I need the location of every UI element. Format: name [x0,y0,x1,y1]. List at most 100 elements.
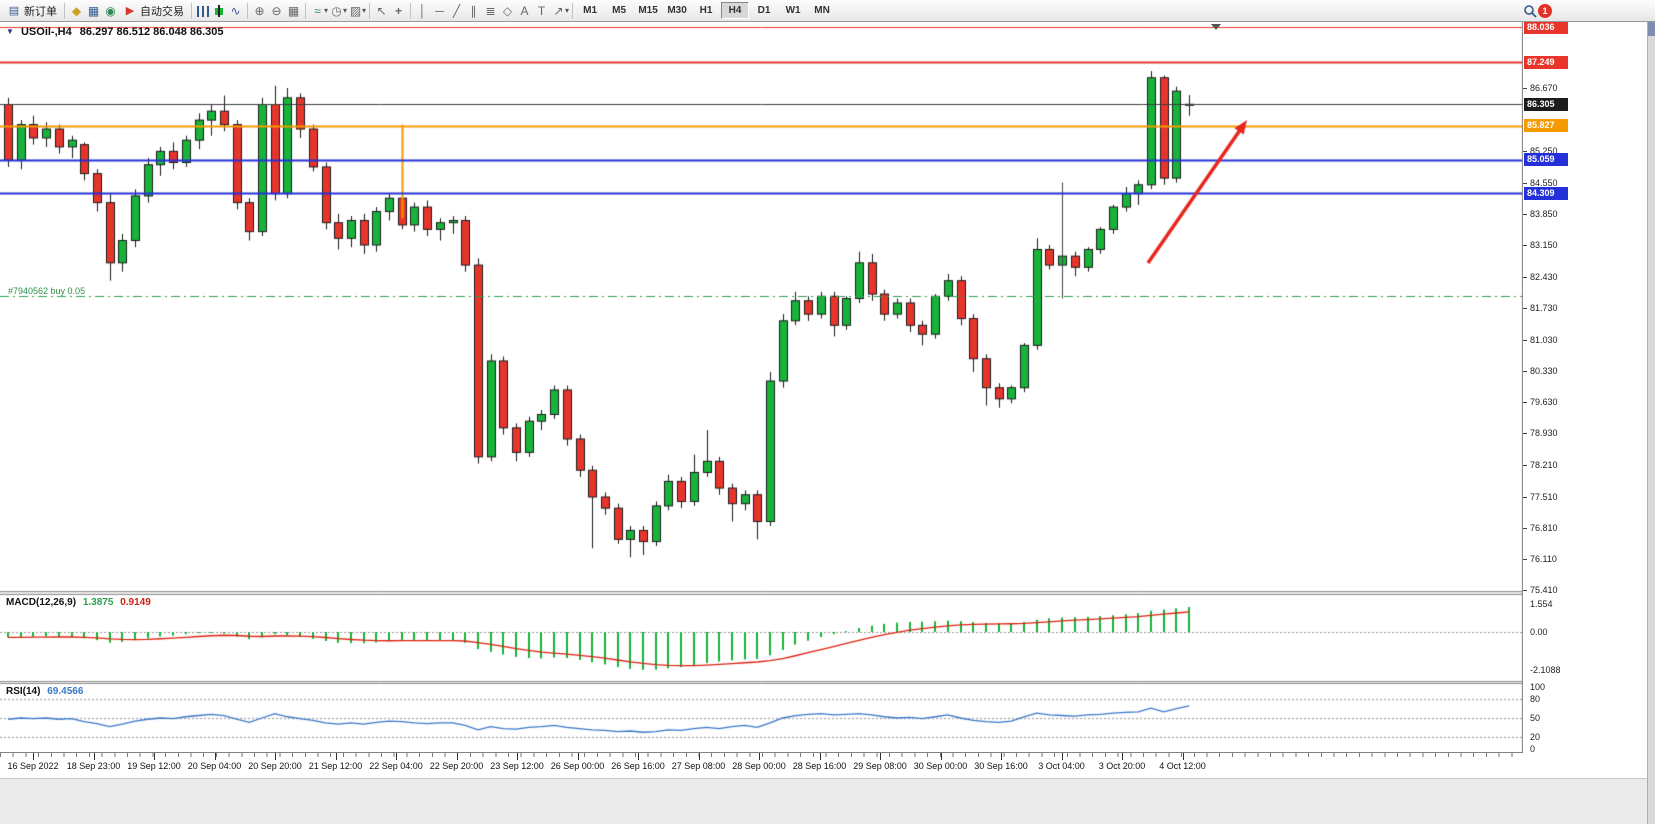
time-axis-label: 28 Sep 00:00 [732,761,786,771]
indicators-icon[interactable]: ≈ [314,3,321,18]
vertical-line-icon[interactable]: │ [418,3,427,18]
timeframe-button-h1[interactable]: H1 [699,5,713,16]
time-axis-label: 20 Sep 04:00 [187,761,242,771]
macd-panel[interactable] [0,595,1523,681]
price-axis-label: 81.030 [1530,334,1558,345]
macd-main-value: 1.3875 [82,597,114,608]
label-icon[interactable]: T [537,3,546,18]
time-axis-label: 21 Sep 12:00 [308,761,363,771]
arrows-dropdown-icon[interactable]: ▾ [565,6,570,15]
time-axis-tick [457,753,458,760]
price-axis-label: 78.930 [1530,428,1558,439]
candlestick-chart-icon[interactable] [211,1,227,20]
price-axis-label: 86.670 [1530,83,1558,93]
price-axis-tick [1523,183,1527,184]
trendline-icon[interactable]: ╱ [452,3,461,18]
time-axis-tick [336,753,337,760]
price-axis-label: 83.150 [1530,240,1558,250]
periods-dropdown-icon[interactable]: ▾ [343,6,348,15]
horizontal-line-icon[interactable]: ─ [435,3,444,18]
price-axis-label: 83.850 [1530,208,1558,219]
templates-dropdown-icon[interactable]: ▾ [362,6,367,15]
time-axis-tick [517,753,518,760]
time-axis-tick [396,753,397,760]
zoom-out-icon[interactable]: ⊖ [271,3,282,18]
timeframe-button-m5[interactable]: M5 [612,5,627,16]
cursor-icon[interactable]: ↖ [376,3,387,18]
auto-trading-label: 自动交易 [140,5,184,18]
new-order-icon: ▤ [8,4,20,17]
scrollbar-thumb[interactable] [1648,22,1655,36]
price-axis-tick [1523,559,1527,560]
chart-shift-marker-icon[interactable] [1211,24,1221,30]
arrows-icon[interactable]: ↗ [553,3,564,18]
timeframe-button-mn[interactable]: MN [814,5,830,16]
timeframe-button-m1[interactable]: M1 [583,5,598,16]
rsi-axis-label: 80 [1530,694,1541,705]
terminal-icon[interactable]: ◉ [105,3,116,18]
bar-chart-icon[interactable] [195,1,211,20]
chart-canvas[interactable] [0,22,1523,752]
chart-ohlc-values: 86.297 86.512 86.048 86.305 [79,26,224,38]
zoom-in-icon[interactable]: ⊕ [254,3,265,18]
channel-icon[interactable]: ∥ [470,3,477,18]
time-axis-label: 23 Sep 12:00 [490,761,544,771]
macd-axis-label: 1.554 [1530,599,1553,610]
notification-badge[interactable]: 1 [1538,3,1552,18]
price-axis-tick [1523,402,1527,403]
one-click-trading-icon[interactable]: ▼ [6,27,14,36]
timeframe-button-m30[interactable]: M30 [667,5,687,16]
time-axis-tick [1183,753,1184,760]
indicators-dropdown-icon[interactable]: ▾ [324,6,329,15]
main-chart-panel[interactable] [0,22,1523,591]
price-axis-tick [1523,151,1527,152]
price-axis-label: 85.250 [1530,146,1558,157]
navigator-icon[interactable]: ▦ [87,3,100,18]
timeframe-button-h4[interactable]: H4 [721,2,750,19]
price-axis-tick [1523,497,1527,498]
fibonacci-icon[interactable]: ≣ [485,3,496,18]
rsi-panel[interactable] [0,684,1523,752]
text-icon[interactable]: A [520,3,529,18]
timeframe-button-w1[interactable]: W1 [785,5,801,16]
macd-signal-value: 0.9149 [120,597,151,608]
crosshair-icon[interactable]: + [395,3,403,18]
price-axis-label: 84.550 [1530,177,1558,188]
vertical-scrollbar[interactable] [1647,22,1655,824]
price-axis[interactable]: 86.670 85.250 84.550 83.850 83.150 82.430 81.7… [1523,20,1655,778]
periods-icon[interactable]: ◷ [331,3,342,18]
time-axis-tick [33,753,34,760]
price-level-box: 87.249 [1524,55,1568,69]
new-order-button[interactable]: ▤ 新订单 [3,2,61,20]
timeframe-button-d1[interactable]: D1 [757,5,771,16]
time-axis-label: 30 Sep 16:00 [974,761,1028,771]
auto-trading-button[interactable]: ▶ 自动交易 [119,2,188,20]
time-axis-tick [1001,753,1002,760]
rsi-value: 69.4566 [47,686,84,697]
price-axis-tick [1523,465,1527,466]
time-axis-tick [941,753,942,760]
time-axis-label: 29 Sep 08:00 [853,761,907,771]
time-axis-ticks [0,753,1523,757]
line-chart-icon[interactable]: ∿ [230,3,241,18]
templates-icon[interactable]: ▨ [349,3,362,18]
shapes-icon[interactable]: ◇ [502,3,513,18]
time-axis-label: 18 Sep 23:00 [66,761,121,771]
search-icon[interactable] [1521,2,1538,20]
timeframe-button-m15[interactable]: M15 [638,5,658,16]
time-axis-label: 20 Sep 20:00 [248,761,302,771]
time-axis-tick [699,753,700,760]
price-axis-tick [1523,433,1527,434]
price-axis-tick [1523,88,1527,89]
time-axis-tick [880,753,881,760]
tile-windows-icon[interactable]: ▦ [287,3,300,18]
macd-axis-label: 0.00 [1530,627,1548,637]
market-watch-icon[interactable]: ◆ [71,3,82,18]
price-axis-label: 75.410 [1530,585,1558,596]
price-axis-label: 79.630 [1530,396,1558,407]
time-axis-tick [1062,753,1063,760]
price-axis-label: 78.210 [1530,460,1558,471]
time-axis[interactable]: 16 Sep 2022 18 Sep 23:00 19 Sep 12:00 20 Se… [0,752,1523,778]
time-axis-label: 19 Sep 12:00 [127,761,181,771]
macd-name: MACD(12,26,9) [6,597,77,608]
